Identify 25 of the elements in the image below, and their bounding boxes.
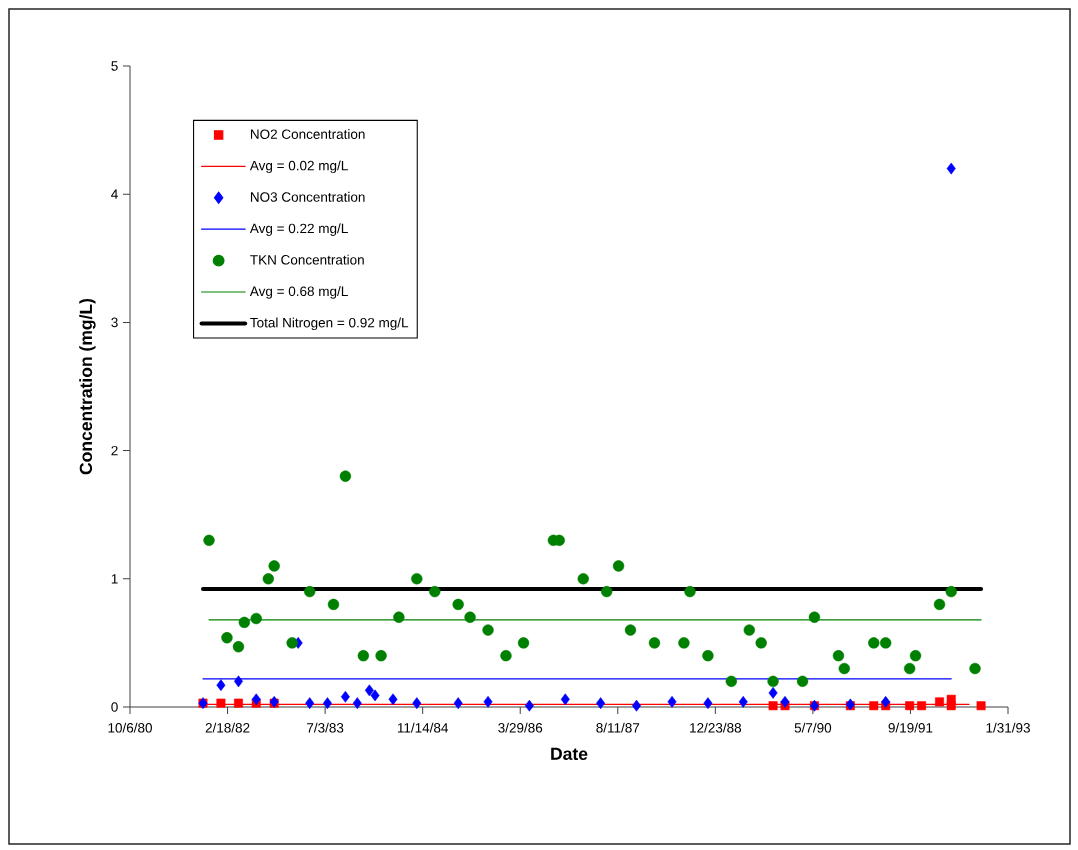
legend-label: NO2 Concentration: [250, 129, 365, 139]
legend-label: NO3 Concentration: [250, 191, 365, 202]
legend-label: Avg = 0.02 mg/L: [249, 160, 348, 174]
y-tick-label: 5: [111, 61, 118, 71]
legend-label: Avg = 0.68 mg/L: [249, 286, 348, 299]
x-tick-label: 3/29/86: [498, 722, 543, 733]
x-axis-title: Date: [551, 747, 588, 760]
y-tick-label: 2: [111, 445, 118, 456]
legend-label: Total Nitrogen = 0.92 mg/L: [250, 317, 409, 331]
x-tick-label: 11/14/84: [397, 722, 449, 733]
x-tick-label: 10/6/80: [108, 722, 152, 733]
x-tick-label: 1/31/93: [986, 722, 1030, 733]
x-tick-label: 8/11/87: [596, 722, 640, 733]
x-tick-label: 9/19/91: [888, 722, 933, 733]
y-tick-label: 1: [111, 574, 118, 584]
legend-label: TKN Concentration: [250, 254, 364, 265]
x-tick-label: 7/3/83: [307, 722, 344, 733]
y-tick-label: 4: [111, 189, 118, 199]
legend-label: Avg = 0.22 mg/L: [249, 223, 348, 236]
y-tick-label: 0: [111, 702, 118, 712]
y-axis-title: Concentration (mg/L): [79, 298, 96, 475]
y-tick-label: 3: [111, 317, 118, 328]
x-tick-label: 12/23/88: [690, 722, 742, 733]
x-tick-label: 2/18/82: [205, 722, 250, 733]
x-tick-label: 5/7/90: [794, 722, 832, 733]
